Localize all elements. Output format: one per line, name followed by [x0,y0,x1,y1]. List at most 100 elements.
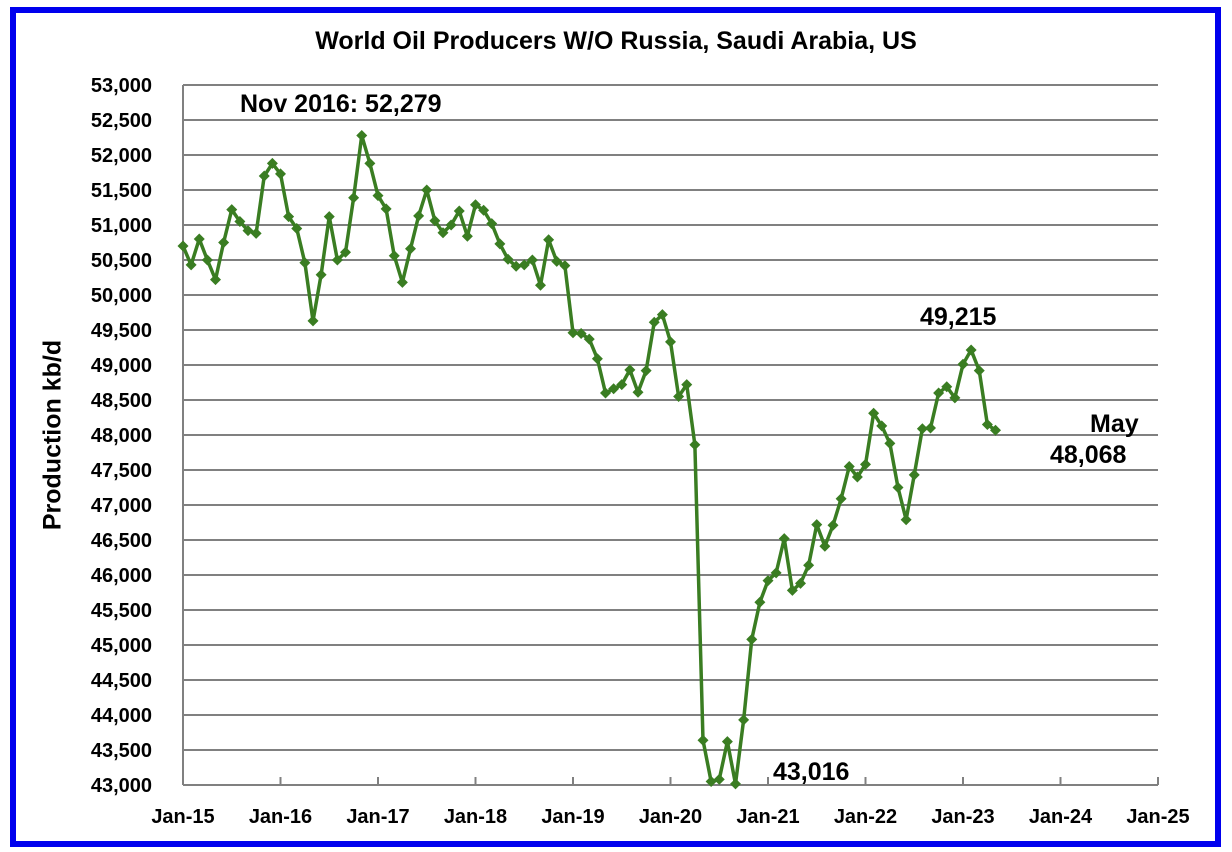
y-tick-label: 49,000 [91,355,152,377]
data-point-marker [624,364,636,376]
y-tick-label: 52,500 [91,110,152,132]
data-point-marker [957,358,969,370]
data-point-marker [356,129,368,141]
x-tick-label: Jan-22 [834,806,897,828]
annotation-label: May [1090,410,1139,438]
y-tick-label: 48,000 [91,425,152,447]
data-point-marker [177,240,189,252]
data-point-marker [453,205,465,217]
data-point-marker [705,776,717,787]
annotation-label: 43,016 [773,758,849,786]
data-point-marker [640,365,652,377]
annotations: Nov 2016: 52,279 49,215 May 48,068 43,016 [240,90,1139,786]
x-tick-label: Jan-15 [151,806,214,828]
data-point-marker [210,274,221,286]
y-tick-label: 49,500 [91,320,152,342]
data-point-marker [258,170,270,182]
data-point-marker [884,437,896,449]
data-point-marker [616,379,628,391]
data-point-marker [275,168,286,180]
data-point-marker [835,493,847,505]
data-point-marker [827,519,839,531]
data-point-marker [372,190,384,202]
data-point-marker [925,422,936,434]
data-point-marker [340,246,351,258]
data-point-marker [868,407,880,419]
data-point-marker [608,383,620,395]
data-point-marker [486,218,498,230]
x-tick-label: Jan-24 [1029,806,1093,828]
data-point-marker [900,514,912,526]
data-point-marker [518,259,530,271]
y-tick-label: 50,000 [91,285,152,307]
data-point-marker [185,259,197,271]
data-point-marker [648,316,660,328]
data-point-marker [535,279,546,291]
data-point-marker [843,461,855,472]
data-point-marker [981,419,993,430]
data-point-marker [421,184,433,196]
x-tick-label: Jan-21 [736,806,799,828]
data-point-marker [632,386,644,398]
data-point-marker [990,424,1001,436]
data-point-marker [291,223,303,234]
data-point-marker [851,471,863,483]
y-tick-label: 45,000 [91,635,152,657]
y-tick-label: 48,500 [91,390,152,412]
data-point-marker [510,260,522,272]
x-tick-label: Jan-17 [346,806,409,828]
data-point-marker [916,423,928,435]
data-point-marker [551,255,563,267]
data-point-marker [656,309,668,321]
data-point-marker [860,458,871,470]
annotation-label: 48,068 [1050,441,1127,469]
y-tick-label: 53,000 [91,75,152,97]
y-tick-label: 43,000 [91,775,152,797]
data-point-marker [396,276,408,288]
data-point-marker [713,773,725,785]
data-point-marker [730,778,741,790]
y-tick-label: 44,500 [91,670,152,692]
x-tick-label: Jan-20 [639,806,702,828]
y-tick-label: 43,500 [91,740,152,762]
data-point-marker [201,254,213,266]
data-point-marker [226,204,238,216]
y-tick-label: 50,500 [91,250,152,272]
y-tick-label: 46,000 [91,565,152,587]
data-point-marker [721,736,733,748]
y-tick-label: 51,000 [91,215,152,237]
data-point-marker [437,227,449,239]
series-line [181,133,997,786]
y-tick-label: 51,500 [91,180,152,202]
y-tick-label: 46,500 [91,530,152,552]
data-point-marker [665,336,676,348]
data-series [177,129,1001,790]
x-tick-label: Jan-18 [444,806,507,828]
chart-frame [10,7,1221,847]
annotation-label: 49,215 [920,303,997,331]
data-point-marker [234,216,246,227]
data-point-marker [526,254,538,266]
data-point-marker [689,439,701,451]
data-point-marker [746,633,758,645]
gridlines [183,84,1158,751]
data-point-marker [250,227,262,239]
x-tick-label: Jan-16 [249,806,312,828]
data-point-marker [973,365,985,377]
data-point-marker [494,238,506,250]
chart-title: World Oil Producers W/O Russia, Saudi Ar… [315,27,917,55]
data-point-marker [470,199,481,211]
data-point-marker [754,596,766,608]
x-tick-label: Jan-25 [1126,806,1189,828]
data-point-marker [315,269,327,281]
data-point-marker [933,387,945,399]
data-point-marker [876,420,888,432]
data-point-marker [323,211,335,223]
data-point-marker [892,482,904,493]
data-point-marker [738,714,750,726]
data-point-marker [697,734,709,746]
data-point-marker [413,210,425,222]
data-point-marker [965,344,977,356]
data-point-marker [803,559,815,571]
